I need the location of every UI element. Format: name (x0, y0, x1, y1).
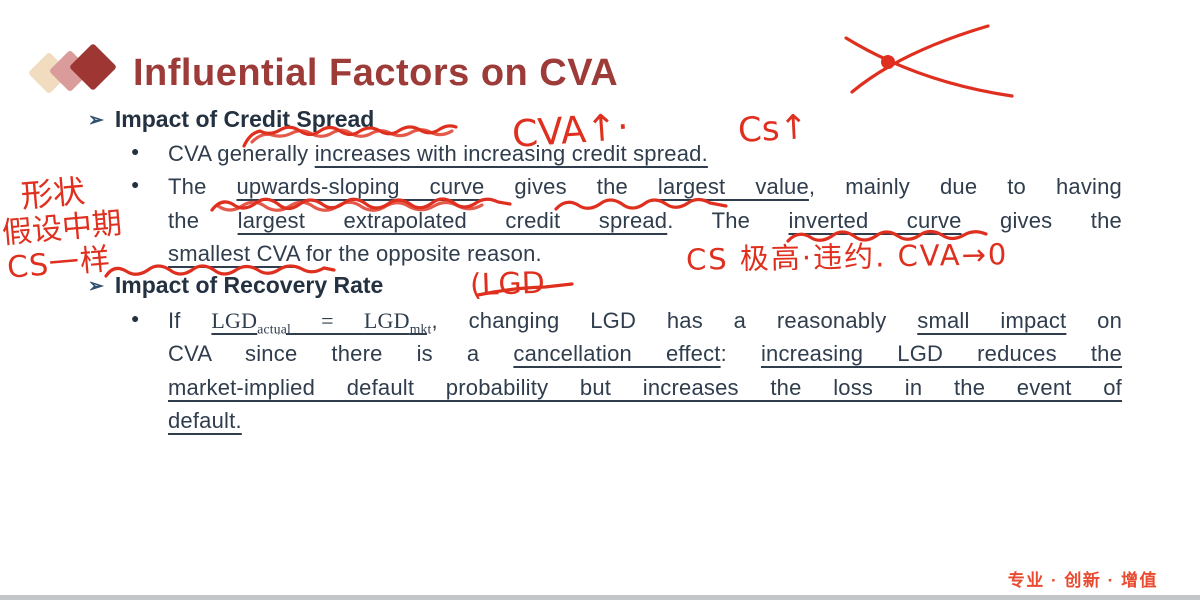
bullet-credit-spread-2-line3: smallest CVA for the opposite reason. (168, 240, 1122, 268)
text-segment: on (1066, 308, 1123, 333)
handwritten-cs-up-annotation: Cs↑ (737, 107, 809, 151)
underlined-text: largest value (657, 174, 809, 199)
text-segment: CVA since there is a (168, 341, 514, 366)
red-x-cross-annotation (844, 24, 1014, 98)
arrow-bullet-icon: ➢ (88, 110, 104, 131)
text-segment: CVA generally (168, 141, 315, 166)
bullet-recovery-rate-line3: market-implied default probability but i… (168, 374, 1122, 402)
handwritten-margin-note: 形状 假设中期 CS一样 (0, 171, 126, 286)
section-heading-credit-spread: ➢ Impact of Credit Spread (88, 106, 374, 133)
underlined-text: largest extrapolated credit spread (237, 208, 668, 233)
x-stroke (844, 36, 1014, 98)
handwritten-lgd-annotation: (LGD (469, 265, 546, 304)
bottom-edge-strip (0, 595, 1200, 600)
text-segment: the (168, 208, 238, 233)
handwritten-cs-extreme-annotation: CS 极高·违约. CVA→0 (685, 237, 1009, 277)
handwritten-cva-up-annotation: CVA↑· (510, 104, 631, 157)
underlined-text: cancellation effect (513, 341, 721, 366)
bullet-recovery-rate-line1: If LGDactual = LGDmkt, changing LGD has … (168, 307, 1122, 343)
bullet-recovery-rate-line4: default. (168, 407, 1122, 435)
bullet-credit-spread-1: CVA generally increases with increasing … (168, 140, 1122, 168)
x-intersection-dot (881, 55, 895, 69)
footer-tagline: 专业 · 创新 · 增值 (1007, 571, 1158, 590)
underlined-text: default. (168, 408, 242, 433)
heading-text: Impact of Credit Spread (114, 106, 375, 132)
math-subscript: actual (257, 321, 291, 337)
text-segment: If (168, 308, 212, 333)
section-heading-recovery-rate: ➢ Impact of Recovery Rate (88, 272, 383, 299)
text-segment: , changing LGD has a reasonably (431, 308, 918, 333)
x-stroke (850, 24, 990, 94)
underlined-text: small impact (917, 308, 1067, 333)
text-segment: for the opposite reason. (299, 241, 542, 266)
text-segment: gives the (484, 174, 658, 199)
text-segment: . The (667, 208, 789, 233)
dot-bullet-icon: ● (131, 176, 140, 192)
heading-text: Impact of Recovery Rate (114, 272, 384, 298)
lgd-equation: LGDactual = LGDmkt (211, 308, 432, 337)
dot-bullet-icon: ● (131, 310, 140, 326)
underlined-text: inverted curve (788, 208, 962, 233)
bullet-credit-spread-2-line2: the largest extrapolated credit spread. … (168, 207, 1122, 235)
dot-bullet-icon: ● (131, 143, 140, 159)
text-segment: gives the (961, 208, 1122, 233)
math-term: LGD (363, 308, 410, 333)
math-term: LGD (211, 308, 258, 333)
bullet-recovery-rate-line2: CVA since there is a cancellation effect… (168, 340, 1122, 368)
underlined-text: market-implied default probability but i… (168, 375, 1122, 400)
underlined-text: upwards-sloping curve (236, 174, 485, 199)
underlined-text: increases with increasing credit spread. (314, 141, 708, 166)
underlined-text: smallest CVA (168, 241, 300, 266)
bullet-credit-spread-2-line1: The upwards-sloping curve gives the larg… (168, 173, 1122, 201)
text-segment: , mainly due to having (808, 174, 1122, 199)
arrow-bullet-icon: ➢ (88, 276, 104, 297)
underlined-text: increasing LGD reduces the (760, 341, 1123, 366)
text-segment: : (720, 341, 761, 366)
math-operator: = (290, 308, 364, 333)
math-subscript: mkt (409, 321, 432, 337)
text-segment: The (168, 174, 237, 199)
page-title: Influential Factors on CVA (133, 52, 619, 94)
